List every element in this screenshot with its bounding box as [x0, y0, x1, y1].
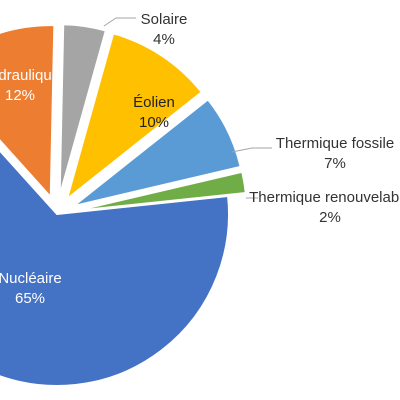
slice-label-1: Nucléaire 65%	[0, 270, 62, 307]
pie-slice-6	[74, 170, 247, 212]
slice-label-5: Thermique fossile 7%	[276, 135, 394, 172]
slice-category: Nucléaire	[0, 270, 62, 287]
slice-category: Thermique fossile	[276, 135, 394, 152]
leader-line-3	[103, 17, 136, 27]
slice-label-6: Thermique renouvelable 2%	[249, 189, 400, 226]
slice-percent: 65%	[15, 290, 45, 307]
pie-slice-1	[0, 149, 230, 387]
slice-label-3: Solaire 4%	[141, 11, 188, 48]
slice-category: Solaire	[141, 11, 188, 28]
slice-labels: Nucléaire 65% Hydraulique 12% Solaire 4% Éolie…	[0, 11, 400, 307]
pie-slices	[0, 23, 247, 387]
slice-category: Hydraulique	[0, 67, 60, 84]
slice-label-4: Éolien 10%	[133, 94, 175, 131]
pie-slice-5	[72, 97, 242, 208]
slice-percent: 12%	[5, 87, 35, 104]
pie-slice-3	[58, 23, 108, 197]
leader-lines	[103, 17, 272, 199]
slice-percent: 7%	[324, 155, 346, 172]
slice-percent: 2%	[319, 209, 341, 226]
pie-slice-4	[65, 32, 204, 202]
slice-percent: 10%	[139, 114, 169, 131]
leader-line-5	[231, 147, 272, 153]
slice-category: Éolien	[133, 94, 175, 111]
slice-percent: 4%	[153, 31, 175, 48]
slice-category: Thermique renouvelable	[249, 189, 400, 206]
slice-label-2: Hydraulique 12%	[0, 67, 60, 104]
pie-slice-2	[0, 24, 56, 200]
